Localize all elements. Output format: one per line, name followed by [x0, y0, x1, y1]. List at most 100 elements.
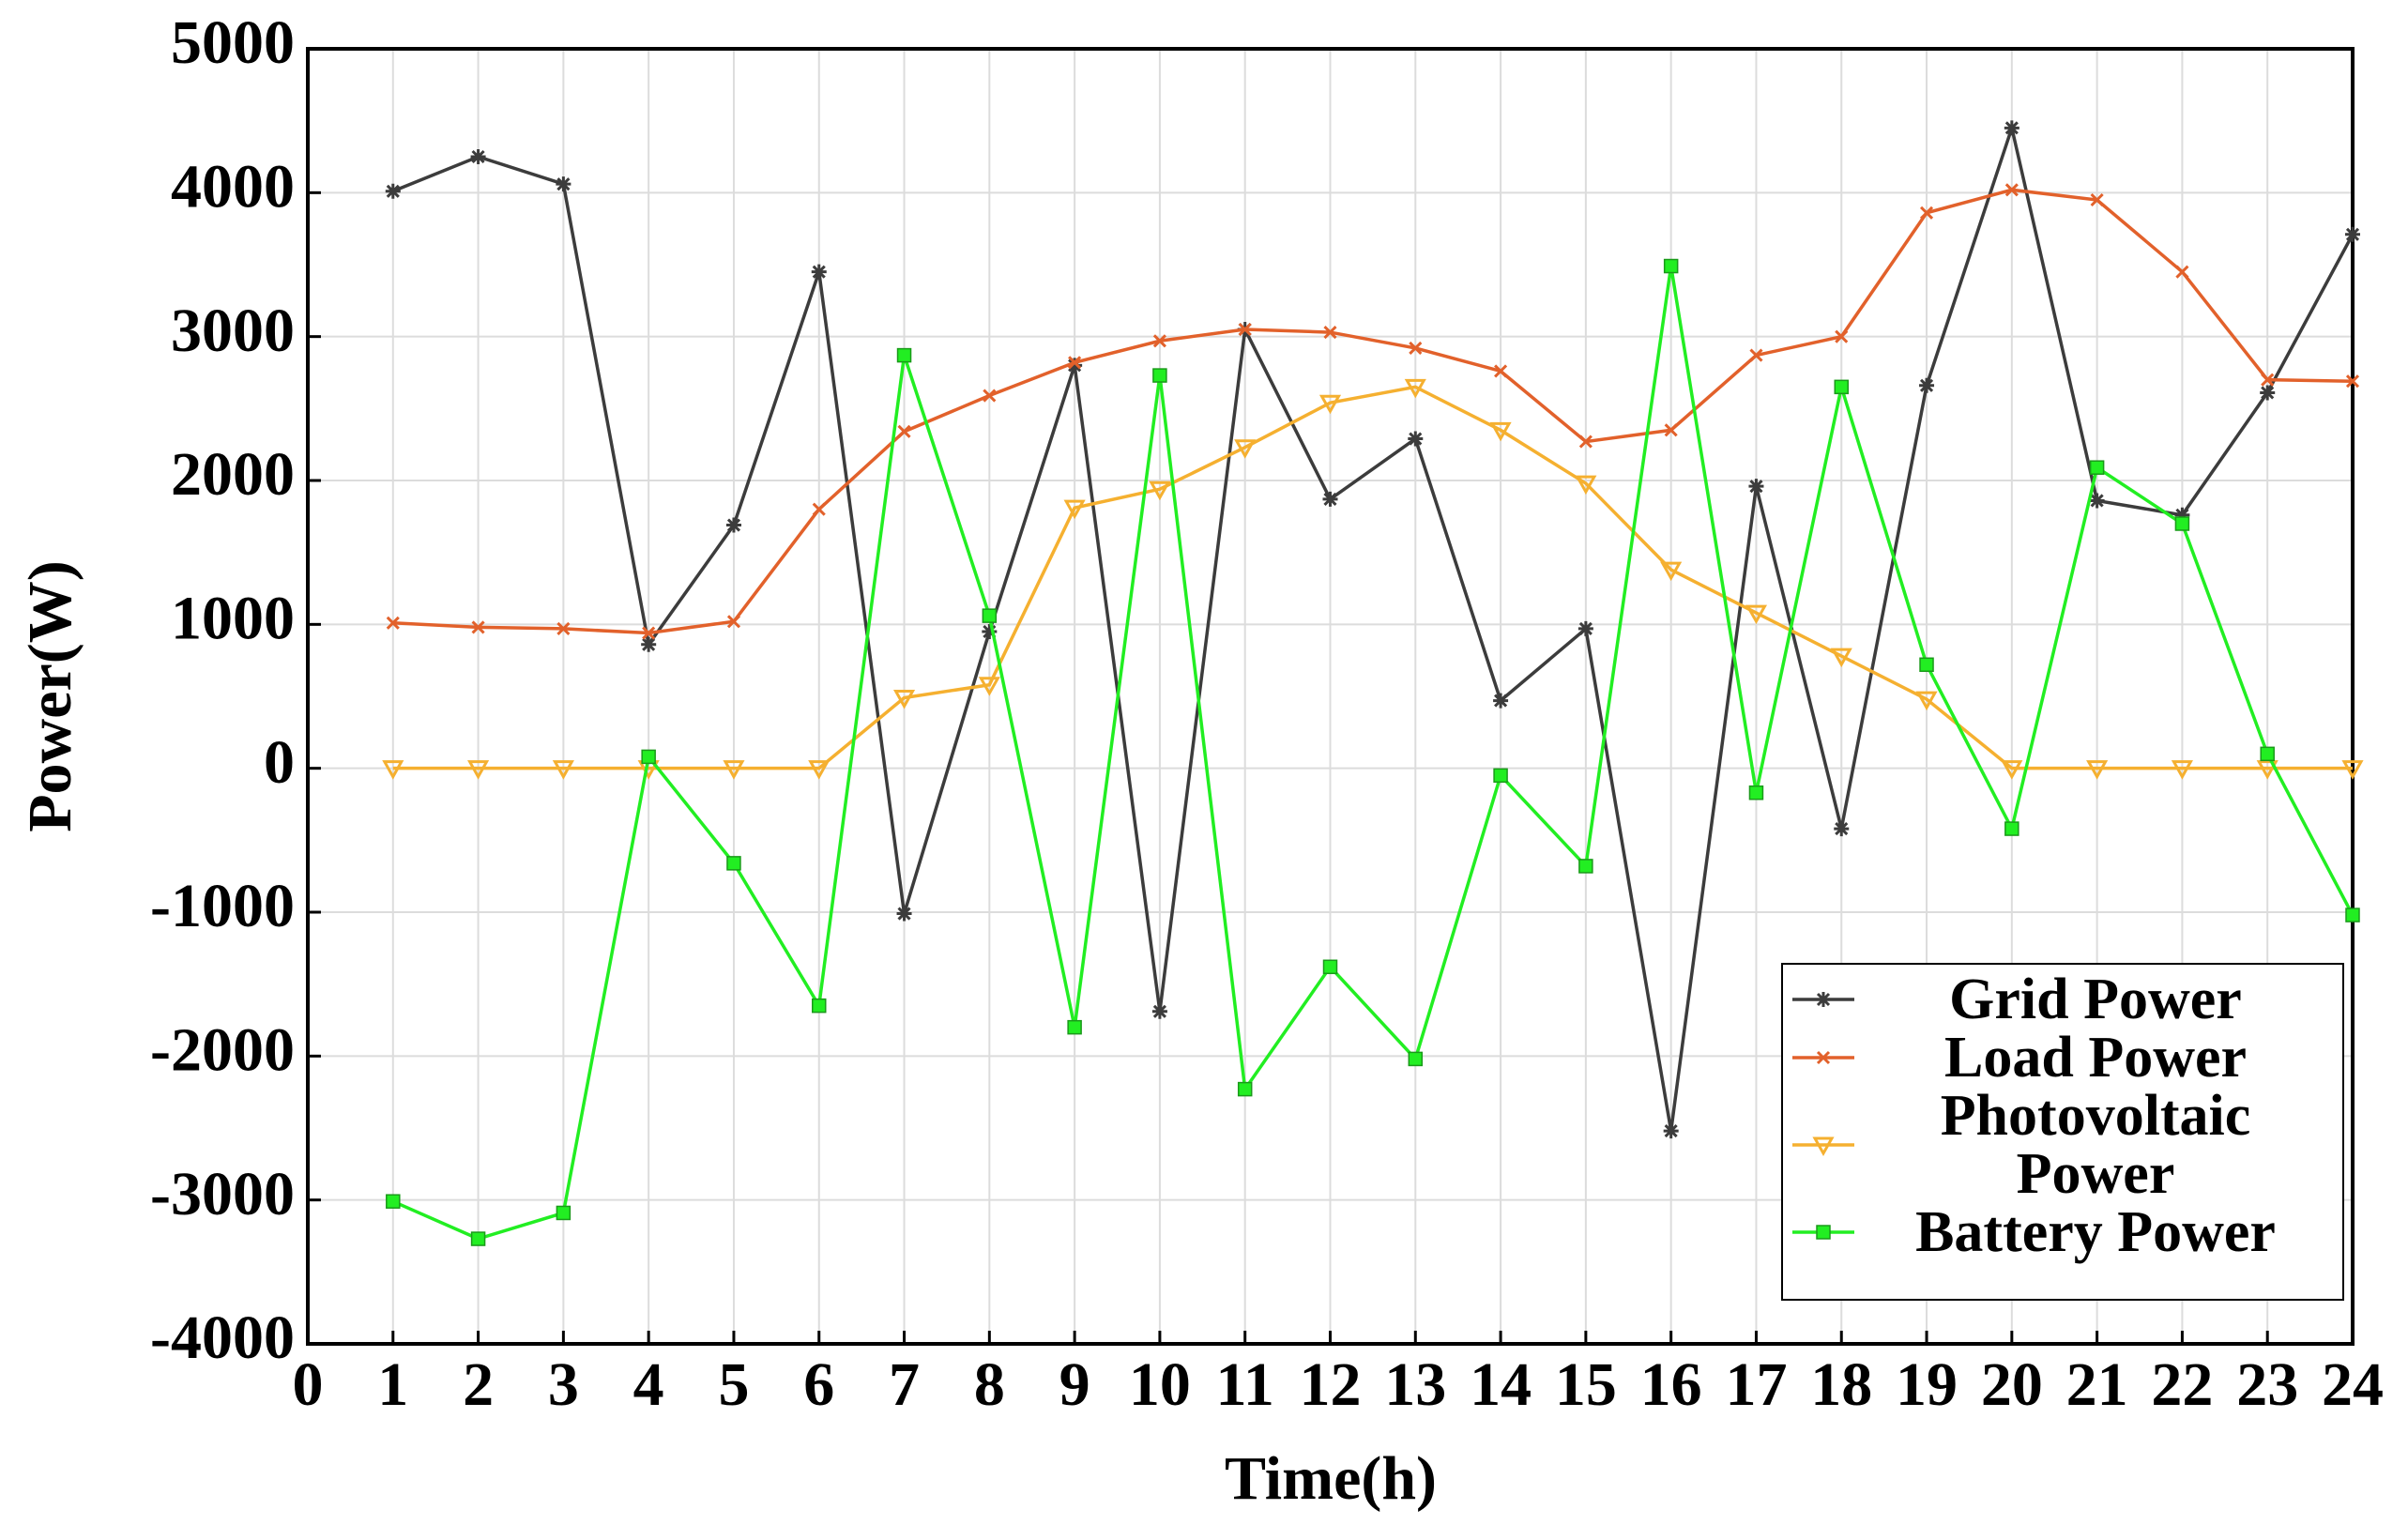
legend-swatch — [1792, 1136, 1854, 1157]
marker — [1745, 604, 1768, 625]
marker — [552, 760, 574, 780]
legend-entry: Photovoltaic Power — [1791, 1087, 2335, 1203]
marker — [1067, 1019, 1082, 1035]
x-tick-label: 11 — [1216, 1350, 1274, 1419]
marker — [1919, 206, 1934, 220]
legend-label: Grid Power — [1949, 968, 2242, 1031]
marker — [982, 624, 998, 639]
marker — [641, 636, 657, 652]
marker — [1663, 258, 1679, 274]
marker — [1663, 1123, 1679, 1139]
legend: Grid Power Load Power Photovoltaic Power Ba… — [1781, 963, 2344, 1301]
marker — [808, 760, 831, 780]
y-tick-label: -2000 — [150, 1015, 295, 1084]
marker — [2175, 265, 2189, 279]
legend-swatch — [1792, 1050, 1854, 1065]
marker — [983, 389, 997, 403]
y-tick-label: 5000 — [171, 8, 295, 77]
marker — [1664, 423, 1678, 437]
x-tick-label: 8 — [974, 1350, 1005, 1419]
legend-label: Photovoltaic Power — [1940, 1084, 2251, 1206]
x-tick-label: 2 — [463, 1350, 494, 1419]
y-tick-label: -4000 — [150, 1304, 295, 1372]
legend-swatch — [1792, 1225, 1854, 1240]
marker — [2004, 120, 2019, 136]
marker — [2004, 183, 2019, 197]
x-tick-label: 16 — [1640, 1350, 1702, 1419]
marker — [1748, 785, 1764, 800]
marker — [2341, 760, 2364, 780]
marker — [470, 149, 486, 164]
marker — [1494, 364, 1508, 378]
marker — [1234, 439, 1257, 459]
marker — [1152, 334, 1166, 348]
marker — [2174, 507, 2190, 523]
legend-entry: Battery Power — [1791, 1203, 2335, 1261]
marker — [1577, 620, 1593, 636]
x-tick-label: 19 — [1896, 1350, 1958, 1419]
marker — [386, 1194, 401, 1209]
marker — [897, 424, 911, 438]
marker — [1834, 821, 1850, 837]
marker — [470, 1231, 486, 1246]
marker — [2001, 760, 2023, 780]
x-tick-label: 15 — [1555, 1350, 1617, 1419]
marker — [1749, 348, 1763, 362]
marker — [2089, 493, 2105, 509]
legend-entry: Grid Power — [1791, 970, 2335, 1029]
x-tick-label: 23 — [2236, 1350, 2298, 1419]
marker — [2345, 374, 2360, 389]
marker — [2004, 821, 2019, 836]
y-tick-label: 0 — [264, 728, 295, 797]
x-tick-label: 21 — [2066, 1350, 2128, 1419]
marker — [1408, 431, 1424, 447]
marker — [2345, 226, 2360, 242]
y-tick-label: 4000 — [171, 152, 295, 221]
marker — [982, 608, 998, 623]
marker — [725, 517, 741, 533]
marker — [471, 620, 485, 634]
x-tick-label: 7 — [889, 1350, 920, 1419]
marker — [467, 760, 490, 780]
marker — [385, 183, 401, 199]
x-tick-label: 24 — [2322, 1350, 2384, 1419]
marker — [2345, 907, 2360, 922]
marker — [1919, 377, 1935, 393]
marker — [556, 1205, 572, 1221]
marker — [1489, 421, 1512, 442]
marker — [1578, 859, 1593, 874]
marker — [1816, 1225, 1831, 1240]
marker — [811, 264, 827, 280]
marker — [1067, 358, 1083, 374]
marker — [726, 856, 741, 871]
marker — [723, 760, 745, 780]
x-tick-label: 5 — [718, 1350, 749, 1419]
marker — [978, 677, 1000, 696]
marker — [1408, 1051, 1424, 1067]
marker — [1151, 1003, 1167, 1019]
series-line — [392, 188, 2354, 635]
marker — [2174, 516, 2190, 531]
marker — [2261, 373, 2275, 387]
y-tick-label: 3000 — [171, 297, 295, 365]
marker — [2171, 760, 2193, 780]
marker — [892, 690, 916, 709]
x-tick-label: 4 — [633, 1350, 664, 1419]
marker — [812, 502, 826, 516]
marker — [2090, 192, 2104, 207]
x-tick-label: 10 — [1129, 1350, 1191, 1419]
marker — [1493, 768, 1508, 784]
x-tick-label: 22 — [2151, 1350, 2213, 1419]
marker — [1830, 648, 1852, 668]
y-tick-label: -1000 — [150, 872, 295, 940]
marker — [1322, 959, 1338, 975]
legend-entry: Load Power — [1791, 1029, 2335, 1087]
marker — [1068, 356, 1082, 370]
x-tick-label: 9 — [1059, 1350, 1090, 1419]
marker — [1493, 693, 1509, 709]
marker — [1323, 326, 1337, 340]
y-tick-label: 2000 — [171, 440, 295, 509]
x-tick-label: 1 — [377, 1350, 408, 1419]
marker — [1149, 480, 1171, 501]
